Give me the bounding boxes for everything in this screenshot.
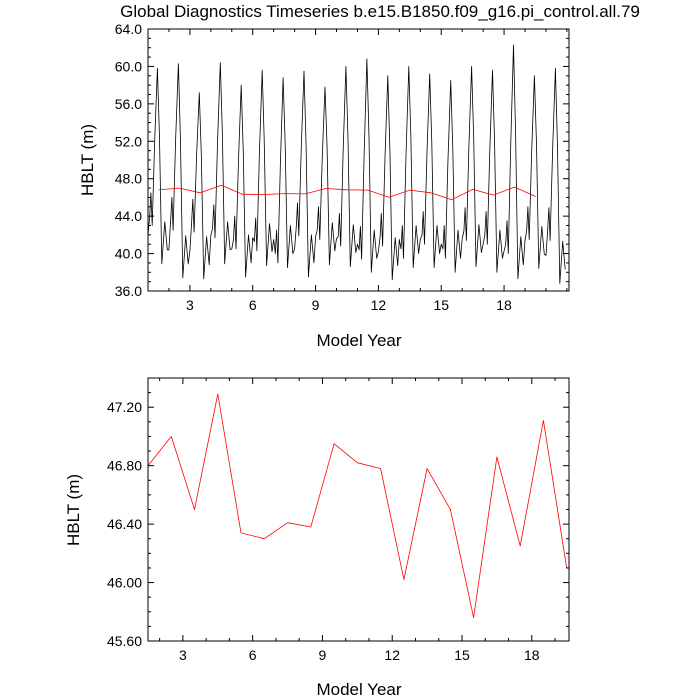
bottom-plot-frame: [147, 377, 570, 642]
top-x-tick-label: 6: [249, 297, 257, 313]
top-plot-frame: [147, 28, 570, 292]
top-x-axis-label: Model Year: [316, 331, 401, 350]
chart-title: Global Diagnostics Timeseries b.e15.B185…: [120, 2, 640, 21]
top-x-tick-label: 18: [496, 297, 512, 313]
bottom-series-line-0: [147, 393, 568, 618]
bottom-y-tick-label: 46.40: [107, 516, 142, 532]
top-y-tick-label: 56.0: [115, 96, 142, 112]
top-y-tick-label: 64.0: [115, 21, 142, 37]
top-y-tick-label: 60.0: [115, 58, 142, 74]
top-axis-ticks: 3 6 9 12 15 18 36.0 40.0 44.0 48.0 52.0 56.0 60.0 64.…: [115, 21, 569, 313]
top-series-line-1: [158, 184, 536, 201]
top-y-tick-label: 44.0: [115, 208, 142, 224]
bottom-y-tick-label: 45.60: [107, 633, 142, 649]
top-x-tick-label: 15: [433, 297, 449, 313]
bottom-x-axis-label: Model Year: [316, 680, 401, 699]
top-x-tick-label: 9: [312, 297, 320, 313]
bottom-x-tick-label: 15: [454, 647, 470, 663]
bottom-x-tick-label: 6: [249, 647, 257, 663]
top-panel: 3 6 9 12 15 18 36.0 40.0 44.0 48.0 52.0 56.0 60.0 64.…: [78, 21, 570, 350]
bottom-plot-lines: [147, 393, 568, 618]
bottom-x-tick-label: 18: [524, 647, 540, 663]
bottom-x-tick-label: 12: [384, 647, 400, 663]
top-x-tick-label: 12: [371, 297, 387, 313]
top-plot-lines: [147, 44, 566, 284]
top-y-tick-label: 36.0: [115, 283, 142, 299]
top-y-tick-label: 48.0: [115, 171, 142, 187]
bottom-y-tick-label: 46.00: [107, 575, 142, 591]
top-y-axis-label: HBLT (m): [78, 124, 97, 196]
bottom-axis-ticks: 3 6 9 12 15 18 45.60 46.00 46.40 46.80 47.20: [107, 378, 569, 663]
top-series-line-0: [147, 44, 566, 284]
bottom-x-tick-label: 9: [319, 647, 327, 663]
bottom-y-tick-label: 46.80: [107, 458, 142, 474]
top-x-tick-label: 3: [186, 297, 194, 313]
bottom-y-axis-label: HBLT (m): [64, 474, 83, 546]
bottom-x-tick-label: 3: [179, 647, 187, 663]
top-y-tick-label: 52.0: [115, 133, 142, 149]
bottom-y-tick-label: 47.20: [107, 399, 142, 415]
bottom-panel: 3 6 9 12 15 18 45.60 46.00 46.40 46.80 47.20 Model…: [64, 377, 570, 699]
top-y-tick-label: 40.0: [115, 246, 142, 262]
